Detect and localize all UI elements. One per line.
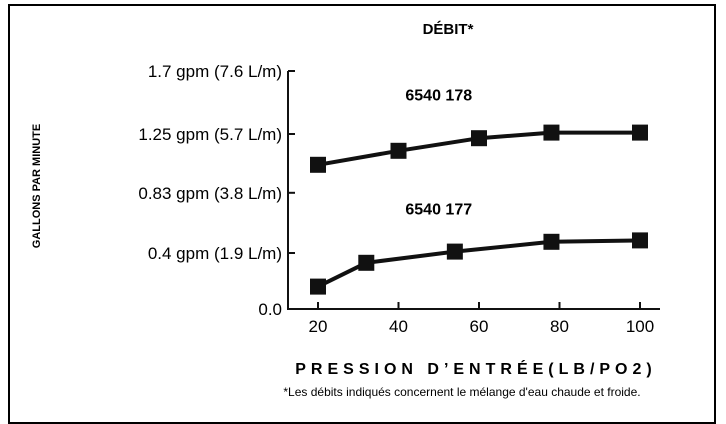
chart-title: DÉBIT* [423, 21, 474, 38]
series-2-marker [310, 278, 326, 295]
series-1-marker [543, 124, 560, 141]
flow-chart: DÉBIT* GALLONS PAR MINUTE PRESSION D’ENT… [31, 21, 660, 399]
x-tick-label: 40 [389, 317, 408, 336]
x-tick-label: 60 [470, 317, 489, 336]
series-2-marker [358, 254, 375, 271]
series-2-marker [632, 232, 648, 249]
x-axis-label: PRESSION D’ENTRÉE(LB/PO2) [295, 359, 656, 378]
series-1-marker [310, 156, 326, 173]
y-axis-label: GALLONS PAR MINUTE [31, 124, 43, 248]
x-tick-label: 20 [309, 317, 328, 336]
y-tick-label: 0.0 [258, 300, 282, 319]
series-label-1: 6540 178 [405, 88, 472, 105]
series-label-2: 6540 177 [405, 201, 472, 218]
y-tick-label: 1.7 gpm (7.6 L/m) [148, 62, 282, 81]
series-2-marker [446, 243, 463, 260]
series-1-marker [471, 130, 487, 147]
footnote: *Les débits indiqués concernent le mélan… [283, 385, 640, 399]
x-tick-label: 80 [550, 317, 569, 336]
y-tick-label: 0.4 gpm (1.9 L/m) [148, 244, 282, 263]
series-1-marker [390, 142, 407, 159]
x-tick-label: 100 [626, 317, 654, 336]
y-tick-label: 1.25 gpm (5.7 L/m) [138, 125, 282, 144]
series-1-marker [632, 124, 648, 141]
y-tick-label: 0.83 gpm (3.8 L/m) [138, 184, 282, 203]
series-2-marker [543, 233, 560, 250]
